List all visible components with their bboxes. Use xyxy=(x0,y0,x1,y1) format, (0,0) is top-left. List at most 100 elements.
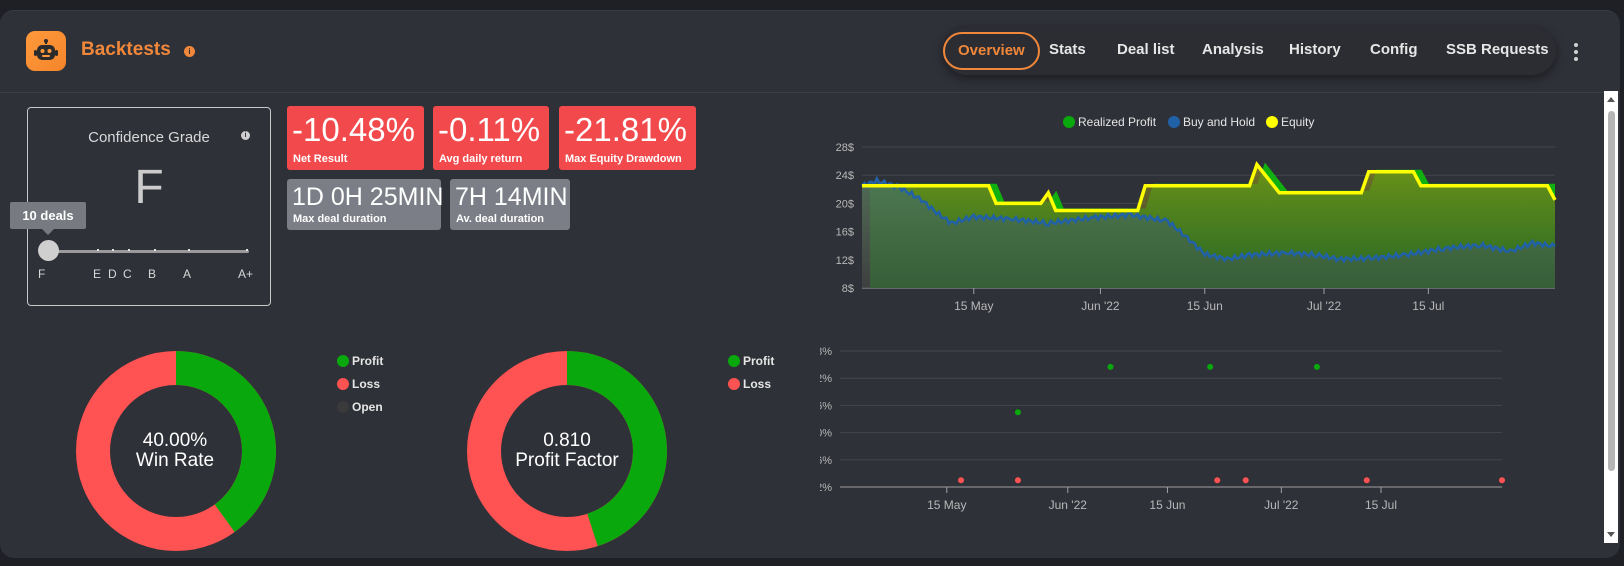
legend-realized-profit[interactable]: Realized Profit xyxy=(1063,115,1156,129)
y-tick-label: 16$ xyxy=(836,227,854,239)
tab-config[interactable]: Config xyxy=(1370,41,1418,58)
profit-deal-point[interactable] xyxy=(1313,363,1320,370)
legend-loss-dot xyxy=(728,378,740,390)
grade-slider-thumb xyxy=(38,240,59,261)
deals-tooltip: 10 deals xyxy=(10,202,86,235)
slider-tick xyxy=(188,249,190,251)
loss-deal-point[interactable] xyxy=(1242,477,1249,484)
win-rate-center: 40.00% Win Rate xyxy=(110,431,240,471)
legend-profit-dot xyxy=(728,355,740,367)
legend-open[interactable]: Open xyxy=(337,400,383,414)
loss-deal-point[interactable] xyxy=(1499,477,1505,484)
tab-ssb-requests[interactable]: SSB Requests xyxy=(1446,41,1549,58)
y-tick-label: 20$ xyxy=(836,198,854,210)
slider-tick xyxy=(128,249,130,251)
confidence-grade-card: Confidence Grade i F 10 deals F E D C B … xyxy=(10,107,271,306)
max-equity-drawdown-tile: -21.81% Max Equity Drawdown xyxy=(559,106,696,170)
x-tick-label: 15 Jul xyxy=(1365,498,1397,512)
equity-chart: 28$ 24$ 20$ 16$ 12$ 8$ 15 May Jun '22 15 Jun Jul… xyxy=(836,142,1557,313)
scroll-thumb[interactable] xyxy=(1608,111,1615,471)
x-tick-label: 15 Jun xyxy=(1149,498,1185,512)
y-tick-label: 0% xyxy=(820,428,832,440)
buy-and-hold-area xyxy=(862,178,1555,288)
tab-history[interactable]: History xyxy=(1289,41,1341,58)
loss-deal-point[interactable] xyxy=(1214,477,1221,484)
scroll-up-icon[interactable] xyxy=(1607,97,1615,102)
robot-logo-icon xyxy=(26,31,66,71)
avg-daily-return-label: Avg daily return xyxy=(439,153,523,165)
tab-overview[interactable]: Overview xyxy=(943,32,1040,70)
max-equity-drawdown-value: -21.81% xyxy=(564,111,687,148)
grade-label: D xyxy=(108,267,117,281)
more-menu-icon[interactable] xyxy=(1574,43,1580,64)
grade-label: A xyxy=(183,267,192,281)
x-tick-label: Jun '22 xyxy=(1049,498,1088,512)
slider-tick xyxy=(154,249,156,251)
win-rate-label: Win Rate xyxy=(135,450,215,471)
slider-tick xyxy=(246,249,248,251)
scroll-down-icon[interactable] xyxy=(1607,532,1615,537)
grade-label: F xyxy=(38,267,46,281)
legend-buy-and-hold[interactable]: Buy and Hold xyxy=(1168,115,1255,129)
max-deal-duration-tile: 1D 0H 25MIN Max deal duration xyxy=(287,179,444,230)
profit-deal-point[interactable] xyxy=(1207,363,1214,370)
confidence-grade-title: Confidence Grade xyxy=(88,129,210,146)
legend-buy-and-hold-dot xyxy=(1168,116,1180,128)
tab-stats[interactable]: Stats xyxy=(1049,41,1086,58)
avg-deal-duration-tile: 7H 14MIN Av. deal duration xyxy=(450,179,570,230)
slider-tick xyxy=(97,249,99,251)
grade-label: E xyxy=(93,267,102,281)
avg-daily-return-value: -0.11% xyxy=(438,111,541,148)
page-title: Backtests xyxy=(81,39,171,60)
profit-factor-center: 0.810 Profit Factor xyxy=(492,431,642,471)
y-tick-label: 12$ xyxy=(836,255,854,267)
profit-factor-value: 0.810 xyxy=(543,430,591,451)
legend-loss[interactable]: Loss xyxy=(728,377,771,391)
legend-equity[interactable]: Equity xyxy=(1266,115,1314,129)
tab-deal-list[interactable]: Deal list xyxy=(1117,41,1175,58)
profit-deal-point[interactable] xyxy=(1014,409,1021,416)
vertical-scrollbar[interactable] xyxy=(1604,91,1618,543)
x-tick-label: Jul '22 xyxy=(1264,498,1299,512)
profit-factor-donut xyxy=(467,351,667,551)
tab-analysis[interactable]: Analysis xyxy=(1202,41,1264,58)
legend-open-dot xyxy=(337,401,349,413)
win-rate-donut xyxy=(76,351,276,551)
win-rate-value: 40.00% xyxy=(142,430,208,451)
legend-loss[interactable]: Loss xyxy=(337,377,380,391)
loss-deal-point[interactable] xyxy=(958,477,965,484)
y-tick-label: 24$ xyxy=(836,170,854,182)
info-icon[interactable]: i xyxy=(241,131,250,140)
y-tick-label: 18% xyxy=(820,346,832,358)
grade-slider-track xyxy=(48,250,249,253)
slider-tick xyxy=(112,249,114,251)
y-tick-label: 6% xyxy=(820,400,832,412)
legend-realized-profit-dot xyxy=(1063,116,1075,128)
backtests-panel: Backtests i Overview Stats Deal list Ana… xyxy=(0,10,1620,558)
confidence-grade-value: F xyxy=(134,161,164,214)
legend-loss-dot xyxy=(337,378,349,390)
loss-deal-point[interactable] xyxy=(1014,477,1021,484)
x-tick-label: 15 May xyxy=(954,299,993,313)
grade-label: A+ xyxy=(238,267,254,281)
grade-label: C xyxy=(123,267,132,281)
profit-deal-point[interactable] xyxy=(1107,363,1114,370)
legend-profit[interactable]: Profit xyxy=(337,354,383,368)
tab-bar: Overview Stats Deal list Analysis Histor… xyxy=(943,27,1556,75)
legend-equity-dot xyxy=(1266,116,1278,128)
buy-and-hold-line xyxy=(861,175,1556,264)
profit-factor-profit-arc xyxy=(467,351,667,551)
info-icon[interactable]: i xyxy=(184,46,195,57)
legend-profit[interactable]: Profit xyxy=(728,354,774,368)
max-deal-duration-value: 1D 0H 25MIN xyxy=(292,183,444,211)
avg-daily-return-tile: -0.11% Avg daily return xyxy=(433,106,549,170)
x-tick-label: 15 Jun xyxy=(1187,299,1223,313)
x-tick-label: 15 May xyxy=(927,498,966,512)
profit-factor-label: Profit Factor xyxy=(515,450,619,471)
x-tick-label: Jun '22 xyxy=(1081,299,1120,313)
legend-profit-dot xyxy=(337,355,349,367)
net-result-label: Net Result xyxy=(293,153,348,165)
avg-deal-duration-value: 7H 14MIN xyxy=(455,183,568,211)
loss-deal-point[interactable] xyxy=(1363,477,1370,484)
deal-scatter-chart: 18% 12% 6% 0% -6% -12% 15 May Jun '22 15 Jun Jul… xyxy=(820,346,1505,512)
